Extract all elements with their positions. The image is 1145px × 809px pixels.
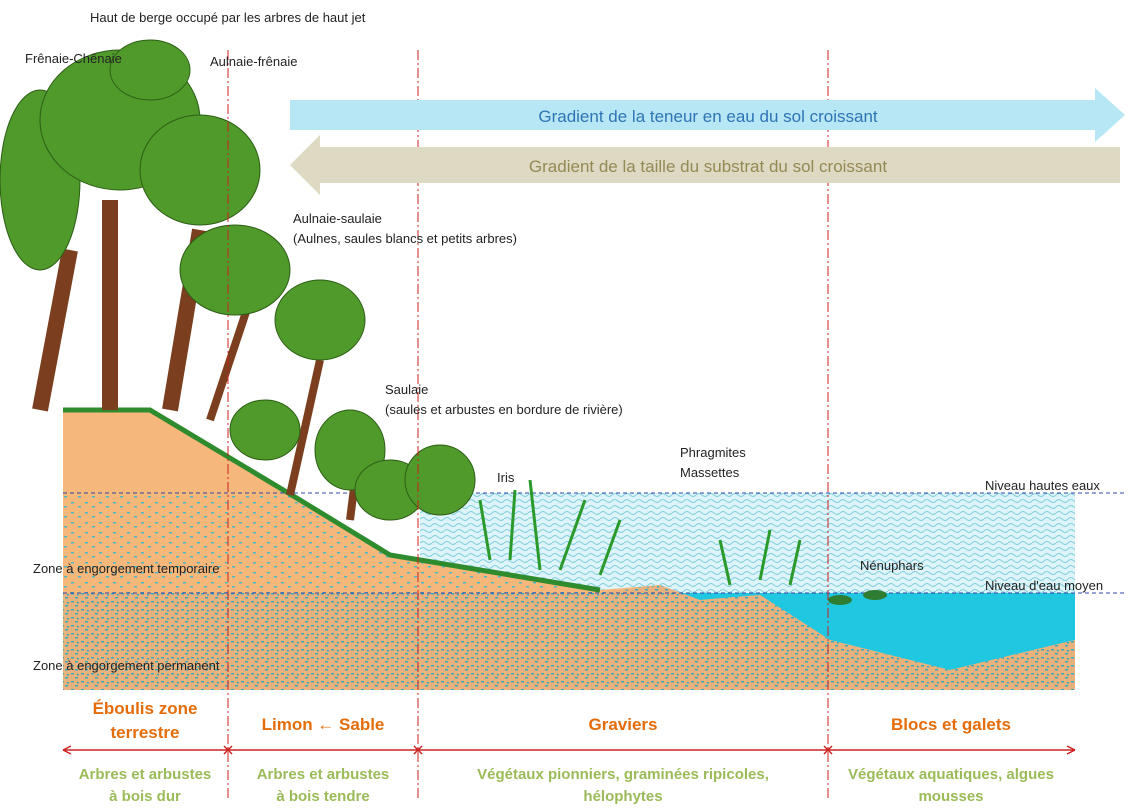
label: Massettes	[680, 465, 740, 480]
vegetation-label: hélophytes	[583, 788, 662, 805]
gradient-arrows: Gradient de la teneur en eau du sol croi…	[290, 88, 1125, 195]
vegetation-label: Végétaux aquatiques, algues	[848, 766, 1054, 783]
substrate-label: Éboulis zone	[93, 699, 198, 718]
label: Aulnaie-frênaie	[210, 54, 297, 69]
label: (saules et arbustes en bordure de rivièr…	[385, 402, 623, 417]
substrate-label: terrestre	[111, 723, 180, 742]
label: Frênaie-Chênaie	[25, 51, 122, 66]
label: Phragmites	[680, 445, 746, 460]
gradient-label: Gradient de la teneur en eau du sol croi…	[538, 107, 878, 126]
caption: Haut de berge occupé par les arbres de h…	[90, 10, 366, 25]
vegetation-label: Arbres et arbustes	[257, 766, 390, 783]
label: Niveau d'eau moyen	[985, 578, 1103, 593]
label: Zone à engorgement temporaire	[33, 561, 219, 576]
vegetation-label: Arbres et arbustes	[79, 766, 212, 783]
label: Aulnaie-saulaie	[293, 211, 382, 226]
gradient-label: Gradient de la taille du substrat du sol…	[529, 157, 887, 176]
label: Niveau hautes eaux	[985, 478, 1100, 493]
substrate-label: Blocs et galets	[891, 715, 1011, 734]
label: Saulaie	[385, 382, 428, 397]
vegetation-label: mousses	[918, 788, 983, 805]
vegetation-label: Végétaux pionniers, graminées ripicoles,	[477, 766, 769, 783]
substrate-label: Limon ← Sable	[262, 715, 385, 734]
label: Zone à engorgement permanent	[33, 658, 220, 673]
substrate-label: Graviers	[589, 715, 658, 734]
landscape	[63, 410, 1125, 690]
vegetation-label: à bois dur	[109, 788, 181, 805]
label: Nénuphars	[860, 558, 924, 573]
vegetation-label: à bois tendre	[276, 788, 369, 805]
diagram: Gradient de la teneur en eau du sol croi…	[0, 0, 1145, 809]
label: Iris	[497, 470, 515, 485]
label: (Aulnes, saules blancs et petits arbres)	[293, 231, 517, 246]
scale-line	[63, 746, 1075, 754]
